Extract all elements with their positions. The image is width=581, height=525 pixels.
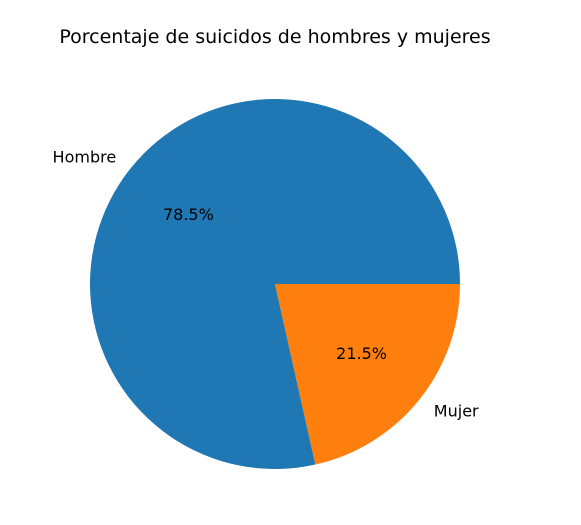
pie-slice-mujer: [275, 284, 460, 465]
pct-label-mujer: 21.5%: [336, 344, 387, 363]
pie-slices: [90, 98, 460, 469]
pct-label-hombre: 78.5%: [163, 205, 214, 224]
pie-labels: Hombre 78.5% Mujer 21.5%: [53, 147, 479, 420]
chart-title: Porcentaje de suicidos de hombres y muje…: [59, 26, 490, 48]
slice-label-mujer: Mujer: [434, 402, 479, 421]
slice-label-hombre: Hombre: [53, 147, 117, 166]
pie-slice-hombre: [90, 98, 460, 469]
